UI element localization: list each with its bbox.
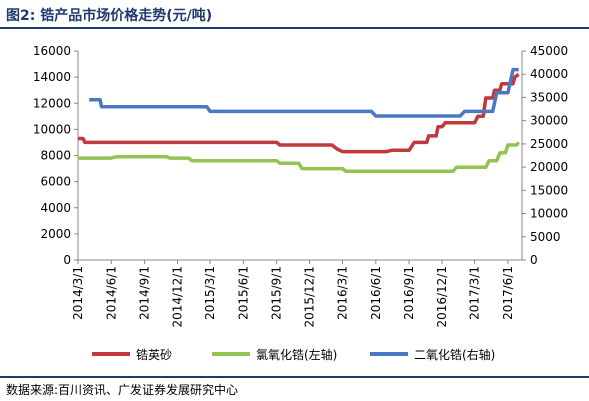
series-line-1: [78, 73, 520, 154]
y-right-tick-label: 25000: [530, 137, 568, 151]
x-tick-label: 2015/12/1: [303, 266, 317, 328]
y-left-tick-label: 0: [63, 253, 71, 267]
x-tick-label: 2014/9/1: [138, 266, 152, 320]
y-left-tick-label: 10000: [33, 122, 71, 136]
y-right-tick-label: 0: [530, 253, 538, 267]
chart-title: 图2: 锆产品市场价格走势(元/吨): [6, 8, 213, 24]
y-right-tick-label: 45000: [530, 44, 568, 58]
x-tick-label: 2014/12/1: [171, 266, 185, 328]
x-tick-label: 2014/6/1: [104, 266, 118, 320]
line-chart: 0 2000 4000 6000 8000 10000 12000 14000 16000 0 50…: [33, 44, 568, 362]
legend-label-2: 氯氧化锆(左轴): [256, 347, 337, 362]
y-right-tick-label: 15000: [530, 183, 568, 197]
y-left-tick-label: 2000: [40, 227, 71, 241]
x-tick-label: 2015/3/1: [203, 266, 217, 320]
legend-label-1: 锆英砂: [136, 348, 172, 362]
footer-rule: [0, 376, 589, 378]
y-left-tick-label: 4000: [40, 201, 71, 215]
x-tick-label: 2016/6/1: [369, 266, 383, 320]
x-tick-label: 2015/9/1: [270, 266, 284, 320]
y-left-tick-label: 16000: [33, 44, 71, 58]
title-rule: [0, 27, 589, 29]
legend-label-3: 二氧化锆(右轴): [414, 347, 495, 362]
y-right-tick-label: 20000: [530, 160, 568, 174]
y-left-tick-label: 6000: [40, 175, 71, 189]
x-tick-label: 2014/3/1: [71, 266, 85, 320]
y-right-tick-label: 30000: [530, 114, 568, 128]
y-right-tick-label: 5000: [530, 230, 561, 244]
y-left-tick-label: 8000: [40, 149, 71, 163]
series-line-2: [78, 141, 521, 173]
y-right-tick-label: 40000: [530, 67, 568, 81]
x-tick-label: 2016/12/1: [435, 266, 449, 328]
y-left-tick-label: 14000: [33, 70, 71, 84]
x-tick-label: 2016/9/1: [402, 266, 416, 320]
y-right-tick-label: 10000: [530, 207, 568, 221]
x-tick-label: 2017/6/1: [501, 266, 515, 320]
y-right-tick-label: 35000: [530, 90, 568, 104]
series-line-3: [89, 67, 519, 118]
x-tick-label: 2016/3/1: [336, 266, 350, 320]
x-tick-label: 2017/3/1: [468, 266, 482, 320]
x-tick-label: 2015/6/1: [236, 266, 250, 320]
source-note: 数据来源:百川资讯、广发证券发展研究中心: [6, 383, 239, 397]
y-left-tick-label: 12000: [33, 96, 71, 110]
